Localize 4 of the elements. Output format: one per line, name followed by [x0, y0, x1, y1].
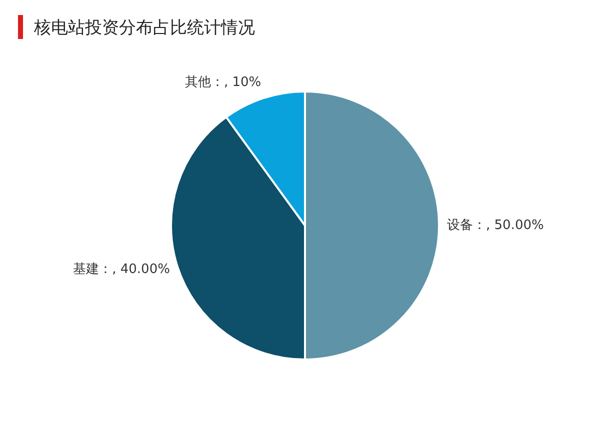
slice-label: 基建：, 40.00%	[73, 262, 170, 277]
slice-label: 其他：, 10%	[184, 74, 262, 90]
chart-title: 核电站投资分布占比统计情况	[34, 17, 255, 39]
slice-label: 设备：, 50.00%	[447, 218, 544, 233]
